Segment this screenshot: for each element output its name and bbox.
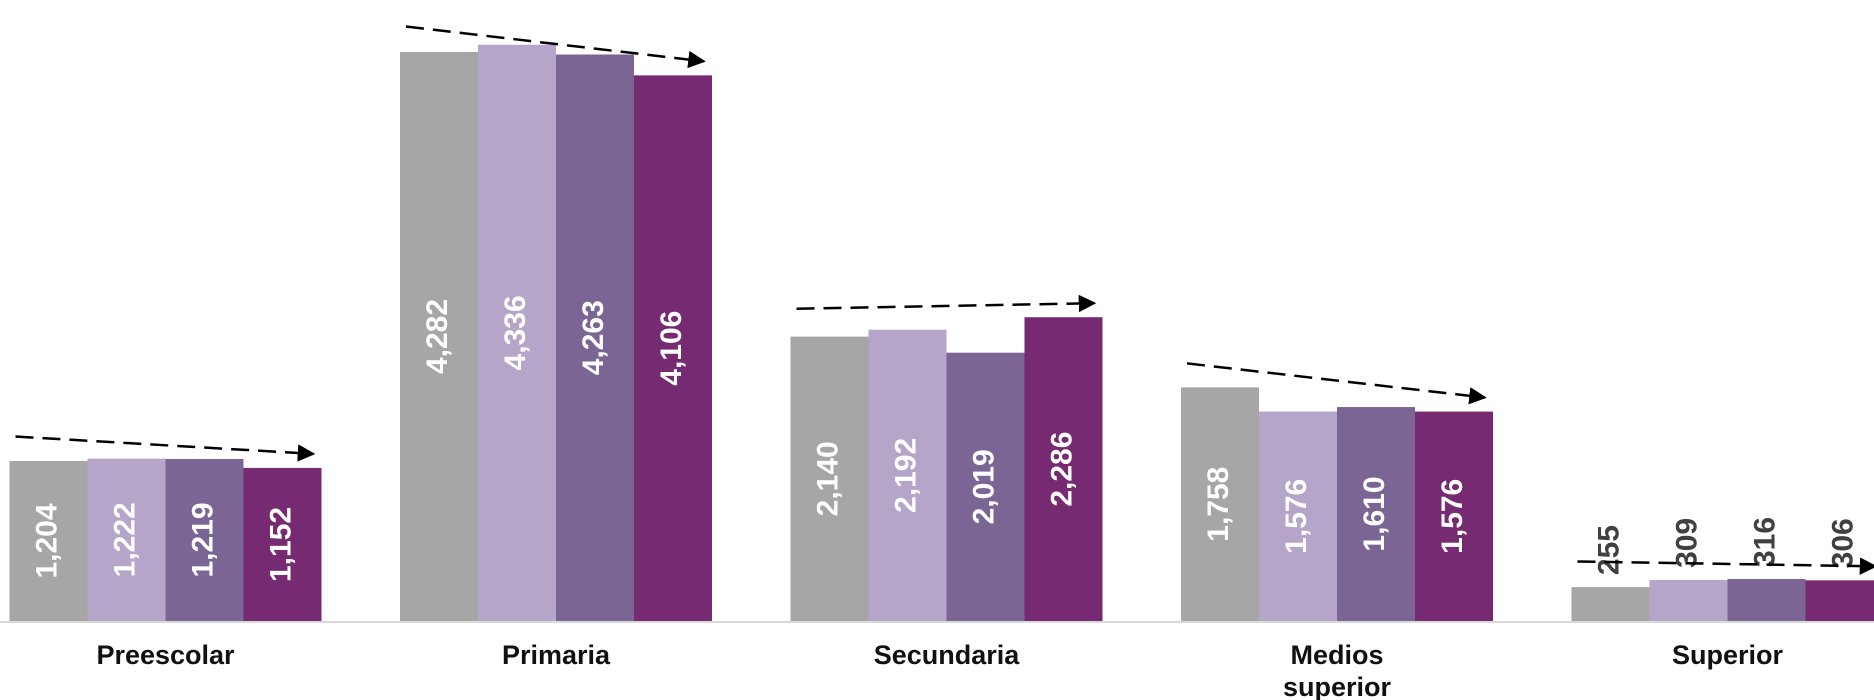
bar bbox=[790, 336, 869, 621]
x-tick-label: Secundaria bbox=[873, 640, 1020, 670]
value-label: 4,336 bbox=[499, 295, 532, 370]
bar bbox=[634, 75, 712, 622]
value-label: 4,263 bbox=[577, 300, 610, 375]
value-label: 2,286 bbox=[1045, 432, 1078, 507]
bar bbox=[1259, 411, 1337, 621]
bar bbox=[9, 461, 88, 621]
value-label: 4,282 bbox=[421, 299, 454, 374]
bar bbox=[1649, 579, 1728, 621]
value-label: 4,106 bbox=[655, 311, 688, 386]
bar bbox=[556, 54, 634, 621]
bar bbox=[1571, 587, 1650, 621]
value-label: 309 bbox=[1670, 518, 1703, 568]
bar bbox=[1024, 317, 1103, 621]
x-tick-label: Superior bbox=[1671, 640, 1784, 670]
value-label: 316 bbox=[1748, 517, 1781, 567]
bar bbox=[868, 329, 947, 621]
value-label: 2,019 bbox=[967, 449, 1000, 524]
trend-arrow bbox=[1186, 362, 1487, 405]
bar bbox=[1181, 387, 1259, 621]
bar bbox=[1727, 579, 1806, 621]
x-tick-label: Medios superior bbox=[1282, 640, 1392, 700]
bar bbox=[478, 44, 556, 622]
x-tick-label: Preescolar bbox=[96, 640, 235, 670]
value-label: 1,610 bbox=[1358, 476, 1391, 551]
bar bbox=[87, 458, 166, 621]
trend-arrow bbox=[796, 294, 1097, 313]
value-label: 1,576 bbox=[1280, 479, 1313, 554]
value-label: 1,152 bbox=[264, 507, 297, 582]
value-label: 1,219 bbox=[186, 502, 219, 577]
value-label: 1,576 bbox=[1436, 479, 1469, 554]
value-label: 2,140 bbox=[811, 441, 844, 516]
bar bbox=[243, 467, 322, 621]
trend-arrow bbox=[15, 435, 316, 462]
bar bbox=[400, 51, 478, 621]
trend-arrow bbox=[1577, 557, 1874, 575]
trend-arrow bbox=[405, 25, 706, 69]
x-tick-label: Primaria bbox=[501, 640, 611, 670]
bar bbox=[165, 459, 244, 621]
bar bbox=[1337, 407, 1415, 621]
value-label: 1,758 bbox=[1202, 467, 1235, 542]
bar bbox=[946, 352, 1025, 621]
bar bbox=[1805, 580, 1874, 621]
value-label: 2,192 bbox=[889, 438, 922, 513]
bar bbox=[1415, 411, 1493, 621]
value-label: 1,204 bbox=[30, 503, 63, 578]
value-label: 255 bbox=[1592, 525, 1625, 575]
value-label: 1,222 bbox=[108, 502, 141, 577]
value-label: 306 bbox=[1826, 518, 1859, 568]
